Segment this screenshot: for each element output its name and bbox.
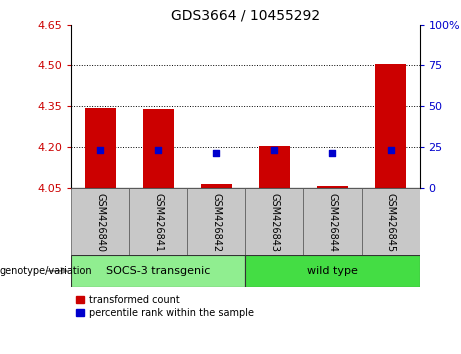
Title: GDS3664 / 10455292: GDS3664 / 10455292: [171, 8, 320, 22]
Point: [329, 150, 336, 156]
Bar: [142, 109, 174, 188]
Point: [155, 147, 162, 153]
Bar: [259, 145, 290, 188]
Point: [387, 147, 394, 153]
Bar: [201, 183, 232, 188]
Bar: [303, 188, 361, 255]
Text: SOCS-3 transgenic: SOCS-3 transgenic: [106, 266, 211, 276]
Text: GSM426841: GSM426841: [154, 193, 164, 252]
Bar: [317, 186, 349, 188]
Bar: [71, 188, 130, 255]
Point: [213, 150, 220, 156]
Text: GSM426840: GSM426840: [95, 193, 106, 252]
Point: [271, 147, 278, 153]
Point: [97, 147, 104, 153]
Bar: [245, 255, 420, 287]
Text: GSM426844: GSM426844: [327, 193, 337, 252]
Bar: [188, 188, 245, 255]
Text: GSM426842: GSM426842: [212, 193, 221, 252]
Bar: [71, 255, 245, 287]
Bar: [84, 108, 117, 188]
Bar: [130, 188, 188, 255]
Bar: [361, 188, 420, 255]
Text: GSM426845: GSM426845: [385, 193, 396, 252]
Legend: transformed count, percentile rank within the sample: transformed count, percentile rank withi…: [77, 295, 254, 318]
Bar: [374, 64, 407, 188]
Text: GSM426843: GSM426843: [270, 193, 279, 252]
Text: genotype/variation: genotype/variation: [0, 266, 93, 276]
Text: wild type: wild type: [307, 266, 358, 276]
Bar: [245, 188, 303, 255]
